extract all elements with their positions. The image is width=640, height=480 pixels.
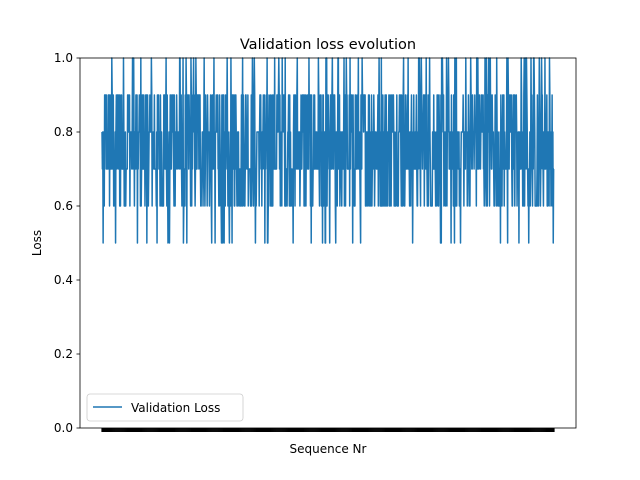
y-tick-label: 0.6	[54, 199, 73, 213]
legend: Validation Loss	[86, 393, 244, 422]
y-axis-ticks: 0.0 0.2 0.4 0.6 0.8 1.0	[54, 51, 80, 435]
y-tick-label: 1.0	[54, 51, 73, 65]
y-tick-label: 0.4	[54, 273, 73, 287]
plot-frame	[79, 57, 577, 429]
y-tick-label: 0.8	[54, 125, 73, 139]
y-axis-label: Loss	[30, 230, 44, 256]
y-tick-label: 0.2	[54, 347, 73, 361]
legend-label-validation-loss: Validation Loss	[131, 401, 220, 415]
x-axis-label: Sequence Nr	[290, 442, 367, 456]
series-layer	[101, 57, 555, 244]
legend-box	[86, 393, 244, 422]
y-tick-label: 0.0	[54, 421, 73, 435]
series-line-validation-loss	[101, 57, 555, 244]
x-tick-marks	[101, 428, 555, 432]
chart-title: Validation loss evolution	[240, 37, 416, 53]
